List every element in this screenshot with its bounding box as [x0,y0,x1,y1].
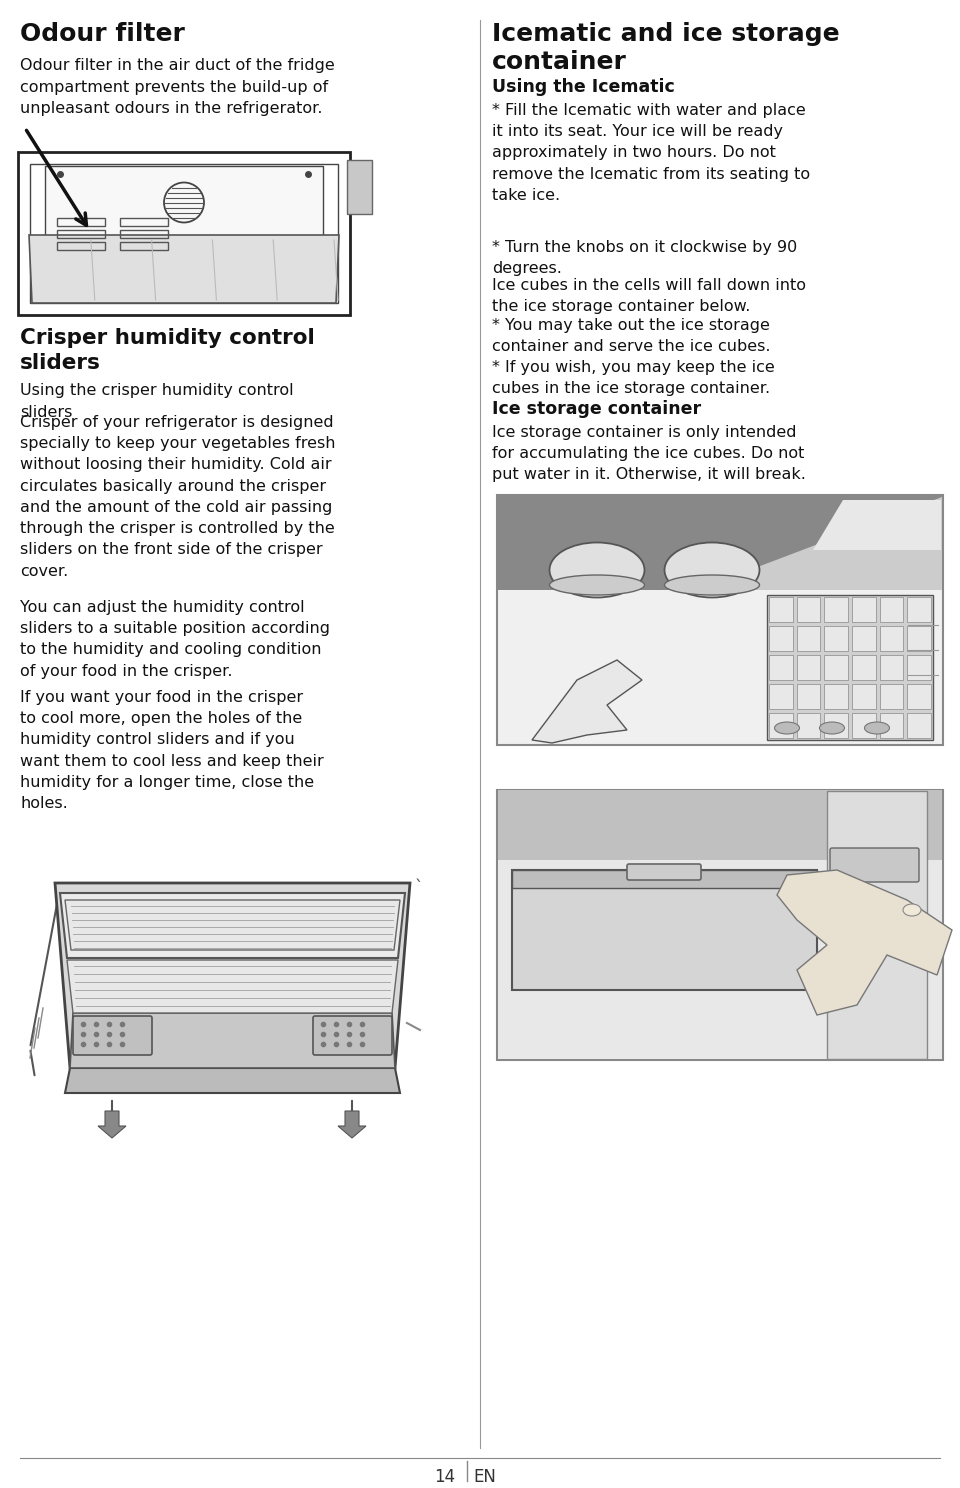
Bar [879,597,903,622]
Text: Ice storage container: Ice storage container [492,400,701,418]
Bar [45,167,323,248]
Bar [498,790,942,860]
Polygon shape [60,893,405,958]
Text: 14: 14 [434,1469,455,1487]
Ellipse shape [664,574,759,595]
Bar [825,713,848,738]
Bar [852,684,876,708]
Bar [907,626,931,652]
Polygon shape [29,235,339,304]
Bar [120,219,168,226]
Bar [512,870,817,888]
Text: EN: EN [473,1469,496,1487]
Bar [30,164,338,304]
FancyArrow shape [338,1112,366,1138]
Bar [852,626,876,652]
Bar [497,496,943,745]
Bar [769,626,793,652]
FancyBboxPatch shape [313,1016,392,1055]
Bar [825,597,848,622]
Text: Ice storage container is only intended
for accumulating the ice cubes. Do not
pu: Ice storage container is only intended f… [492,426,805,482]
Polygon shape [813,500,941,551]
Bar [498,792,942,1059]
Bar [57,231,105,238]
Polygon shape [65,900,400,949]
Polygon shape [777,870,952,1015]
Polygon shape [697,497,942,591]
FancyBboxPatch shape [830,848,919,882]
Bar [825,684,848,708]
Text: ˋ: ˋ [415,879,423,897]
Bar [907,597,931,622]
Bar [769,713,793,738]
Bar [797,713,821,738]
Bar [57,219,105,226]
Bar [797,626,821,652]
Text: Ice cubes in the cells will fall down into
the ice storage container below.: Ice cubes in the cells will fall down in… [492,278,806,314]
FancyBboxPatch shape [73,1016,152,1055]
Bar [57,243,105,250]
Bar [879,655,903,680]
Text: Odour filter in the air duct of the fridge
compartment prevents the build-up of
: Odour filter in the air duct of the frid… [20,58,335,116]
Text: * Fill the Icematic with water and place
it into its seat. Your ice will be read: * Fill the Icematic with water and place… [492,103,810,202]
Text: Odour filter: Odour filter [20,22,185,46]
Bar [797,684,821,708]
Bar [767,595,933,740]
Text: Icematic and ice storage
container: Icematic and ice storage container [492,22,840,74]
Bar [769,655,793,680]
Ellipse shape [549,574,644,595]
Bar [497,790,943,1059]
Bar [769,597,793,622]
Bar [498,496,942,591]
Ellipse shape [865,722,890,734]
Text: Using the crisper humidity control
sliders: Using the crisper humidity control slide… [20,382,294,420]
FancyArrow shape [98,1112,126,1138]
Text: * You may take out the ice storage
container and serve the ice cubes.: * You may take out the ice storage conta… [492,318,771,354]
Bar [852,713,876,738]
Bar [907,655,931,680]
Ellipse shape [664,543,759,598]
Bar [797,597,821,622]
Bar [512,870,817,990]
Polygon shape [65,1068,400,1094]
Ellipse shape [820,722,845,734]
Text: Crisper of your refrigerator is designed
specially to keep your vegetables fresh: Crisper of your refrigerator is designed… [20,415,335,579]
Text: If you want your food in the crisper
to cool more, open the holes of the
humidit: If you want your food in the crisper to … [20,690,324,811]
Bar [852,655,876,680]
Bar [852,597,876,622]
Text: * Turn the knobs on it clockwise by 90
degrees.: * Turn the knobs on it clockwise by 90 d… [492,240,797,277]
Polygon shape [532,661,642,743]
Bar [797,655,821,680]
Bar [879,626,903,652]
Bar [907,713,931,738]
Text: Using the Icematic: Using the Icematic [492,77,675,97]
Bar [120,243,168,250]
Text: You can adjust the humidity control
sliders to a suitable position according
to : You can adjust the humidity control slid… [20,600,330,679]
Polygon shape [55,882,410,1068]
Bar [18,152,350,315]
Bar [825,626,848,652]
FancyArrowPatch shape [31,891,60,1045]
Bar [827,792,927,1059]
Bar [907,684,931,708]
Bar [769,684,793,708]
Text: * If you wish, you may keep the ice
cubes in the ice storage container.: * If you wish, you may keep the ice cube… [492,360,775,396]
Ellipse shape [775,722,800,734]
Bar [825,655,848,680]
Ellipse shape [903,905,921,917]
Bar [879,713,903,738]
Bar [120,231,168,238]
FancyBboxPatch shape [627,865,701,879]
Ellipse shape [549,543,644,598]
Text: Crisper humidity control
sliders: Crisper humidity control sliders [20,327,315,373]
Polygon shape [70,1013,395,1068]
Polygon shape [67,960,398,1013]
FancyArrowPatch shape [31,1051,35,1076]
Bar [879,684,903,708]
Bar [347,161,372,214]
